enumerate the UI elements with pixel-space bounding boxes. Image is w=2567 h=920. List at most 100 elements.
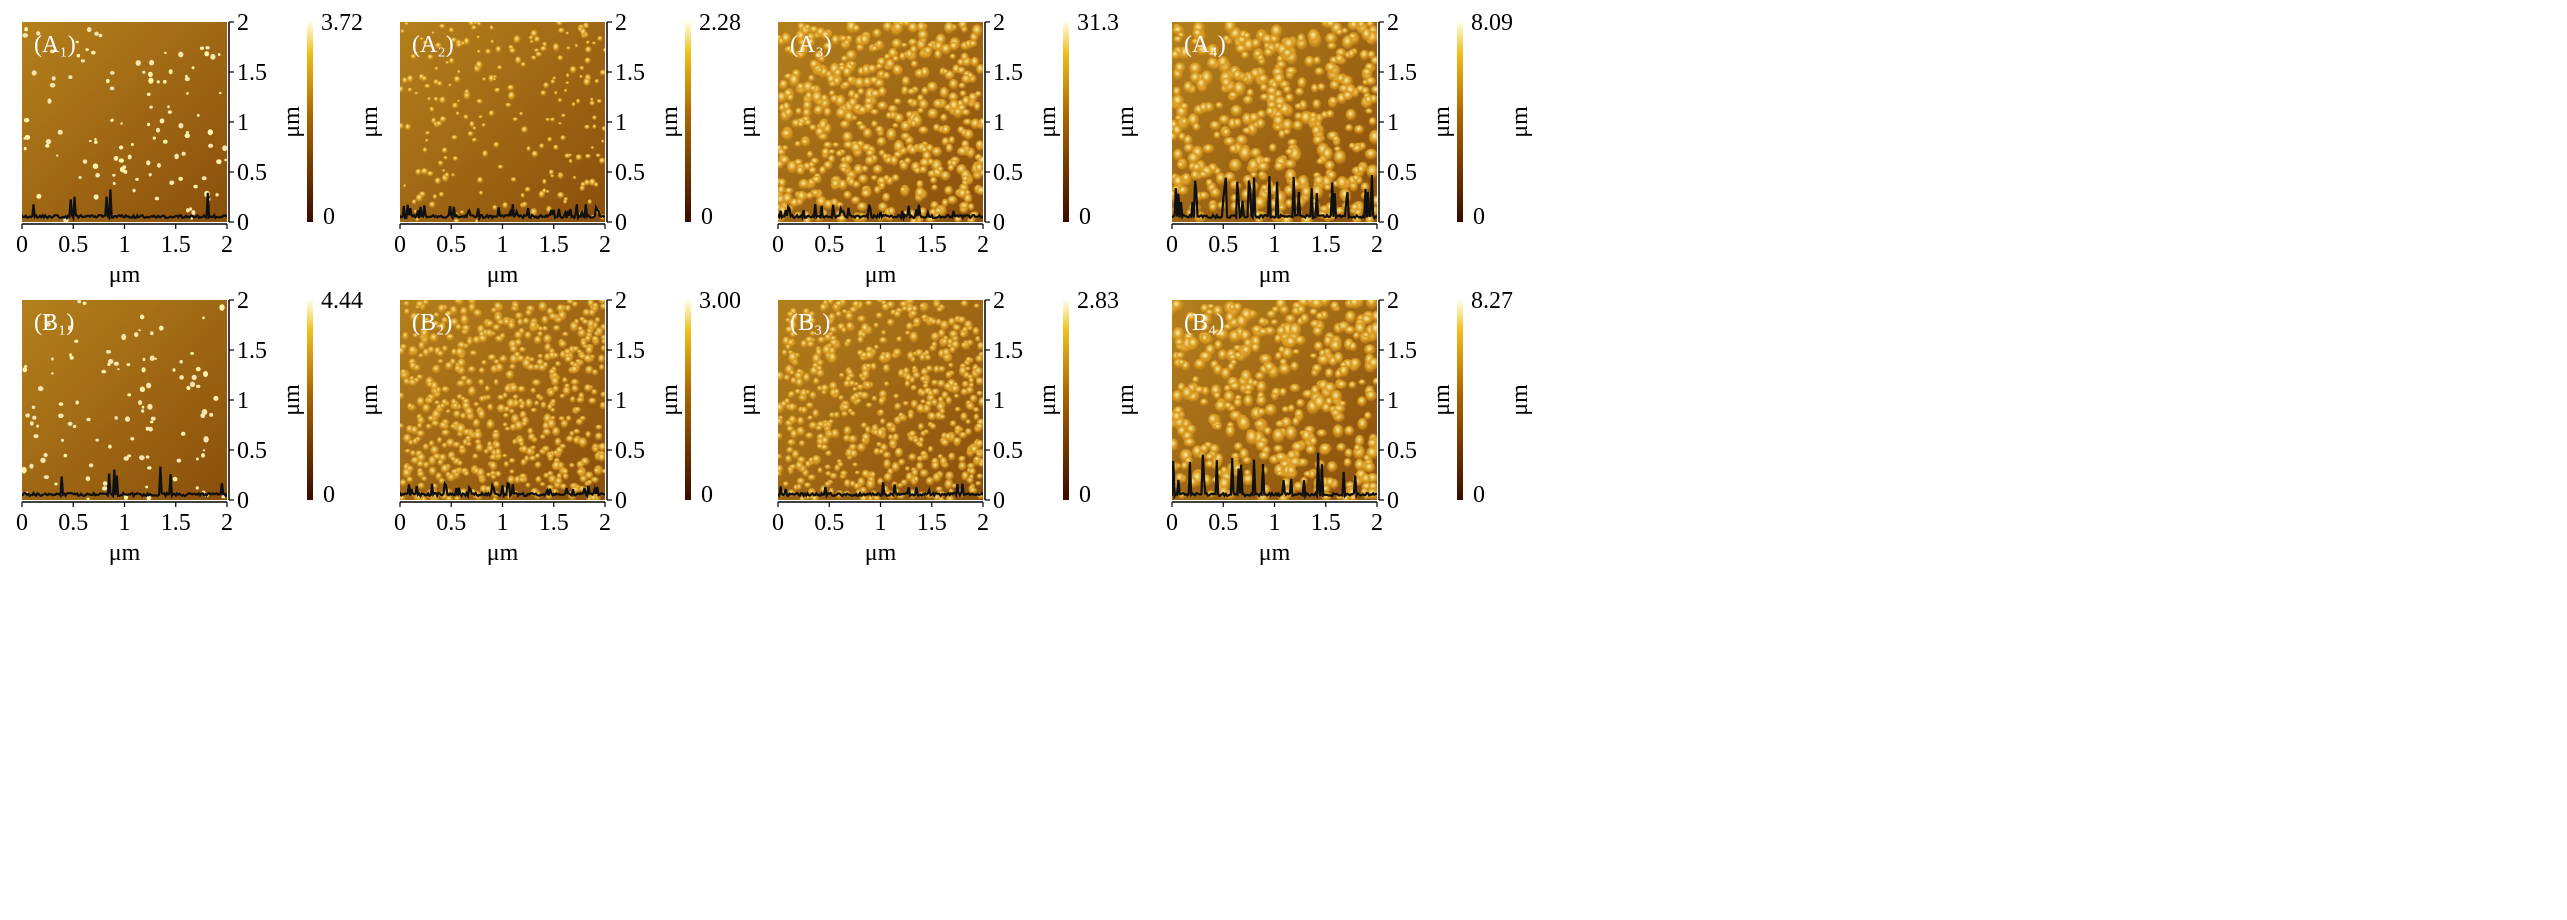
colorbar (307, 22, 313, 222)
y-tick-label: 0.5 (237, 160, 267, 186)
x-tick-label: 1 (497, 510, 509, 536)
y-tick-label: 0 (237, 488, 249, 514)
x-tick-label: 0 (394, 510, 406, 536)
y-tick-label: 1 (615, 110, 627, 136)
x-axis-label: μm (109, 540, 141, 566)
colorbar-min-label: 0 (1079, 204, 1091, 230)
x-tick-label: 1.5 (1311, 510, 1341, 536)
y-tick-label: 0.5 (993, 160, 1023, 186)
y-tick-label: 0.5 (615, 438, 645, 464)
y-axis-label: μm (657, 384, 683, 416)
colorbar-unit-label: μm (357, 106, 383, 138)
x-tick-label: 1.5 (917, 232, 947, 258)
x-tick-label: 0.5 (814, 510, 844, 536)
y-tick-label: 2 (615, 288, 627, 314)
x-tick-label: 0.5 (58, 232, 88, 258)
y-axis-label: μm (1429, 384, 1455, 416)
afm-image (22, 22, 227, 222)
colorbar-max-label: 3.72 (321, 10, 363, 36)
afm-image (778, 22, 983, 222)
x-axis-label: μm (1259, 540, 1291, 566)
colorbar-min-label: 0 (1473, 204, 1485, 230)
colorbar (1063, 22, 1069, 222)
panel-label: (B₁) (34, 310, 74, 336)
x-axis-label: μm (865, 262, 897, 288)
colorbar-unit-label: μm (735, 384, 761, 416)
colorbar-unit-label: μm (735, 106, 761, 138)
y-tick-label: 2 (1387, 10, 1399, 36)
y-tick-label: 0 (615, 488, 627, 514)
height-profile-line (400, 203, 605, 222)
colorbar-min-label: 0 (701, 204, 713, 230)
y-tick-label: 0 (1387, 210, 1399, 236)
colorbar-unit-label: μm (1113, 106, 1139, 138)
y-tick-label: 2 (993, 10, 1005, 36)
x-tick-label: 0.5 (436, 232, 466, 258)
colorbar-min-label: 0 (1079, 482, 1091, 508)
x-tick-label: 0.5 (1208, 232, 1238, 258)
y-tick-label: 1.5 (237, 60, 267, 86)
x-tick-label: 1 (497, 232, 509, 258)
y-tick-label: 0 (993, 488, 1005, 514)
colorbar (1457, 300, 1463, 500)
y-tick-label: 1.5 (993, 60, 1023, 86)
colorbar-min-label: 0 (1473, 482, 1485, 508)
colorbar-min-label: 0 (323, 204, 335, 230)
colorbar-unit-label: μm (357, 384, 383, 416)
x-tick-label: 2 (1371, 232, 1383, 258)
x-tick-label: 1 (875, 510, 887, 536)
colorbar-min-label: 0 (323, 482, 335, 508)
colorbar-max-label: 4.44 (321, 288, 363, 314)
colorbar-unit-label: μm (1507, 106, 1533, 138)
x-tick-label: 0 (1166, 232, 1178, 258)
x-axis-label: μm (109, 262, 141, 288)
colorbar-max-label: 3.00 (699, 288, 741, 314)
x-tick-label: 2 (221, 510, 233, 536)
colorbar-unit-label: μm (1113, 384, 1139, 416)
x-tick-label: 1.5 (917, 510, 947, 536)
y-tick-label: 1 (237, 110, 249, 136)
y-tick-label: 0 (237, 210, 249, 236)
y-tick-label: 0 (993, 210, 1005, 236)
afm-image (1172, 300, 1377, 500)
height-profile-line (1172, 452, 1377, 500)
x-axis-label: μm (487, 262, 519, 288)
x-tick-label: 1.5 (161, 510, 191, 536)
y-tick-label: 0.5 (237, 438, 267, 464)
panel-label: (B₄) (1184, 310, 1224, 336)
y-tick-label: 1 (615, 388, 627, 414)
height-profile-line (778, 482, 983, 499)
height-profile-line (22, 189, 227, 222)
colorbar-max-label: 8.09 (1471, 10, 1513, 36)
y-tick-label: 0.5 (993, 438, 1023, 464)
panel-label: (A₃) (790, 32, 832, 58)
x-tick-label: 2 (1371, 510, 1383, 536)
height-profile-line (1172, 174, 1377, 221)
x-tick-label: 0 (772, 510, 784, 536)
afm-image (400, 22, 605, 222)
y-tick-label: 2 (237, 288, 249, 314)
height-profile-line (778, 203, 983, 222)
x-tick-label: 2 (599, 232, 611, 258)
x-tick-label: 0 (1166, 510, 1178, 536)
height-profile-line (400, 480, 605, 500)
colorbar-min-label: 0 (701, 482, 713, 508)
x-tick-label: 2 (977, 510, 989, 536)
panel-label: (B₂) (412, 310, 452, 336)
y-tick-label: 2 (237, 10, 249, 36)
y-tick-label: 1 (993, 388, 1005, 414)
colorbar (685, 22, 691, 222)
x-tick-label: 0 (772, 232, 784, 258)
y-tick-label: 0 (615, 210, 627, 236)
panel-label: (A₂) (412, 32, 454, 58)
height-profile-line (22, 466, 227, 499)
colorbar (685, 300, 691, 500)
colorbar-max-label: 8.27 (1471, 288, 1513, 314)
afm-image (22, 300, 227, 500)
x-tick-label: 1 (1269, 510, 1281, 536)
